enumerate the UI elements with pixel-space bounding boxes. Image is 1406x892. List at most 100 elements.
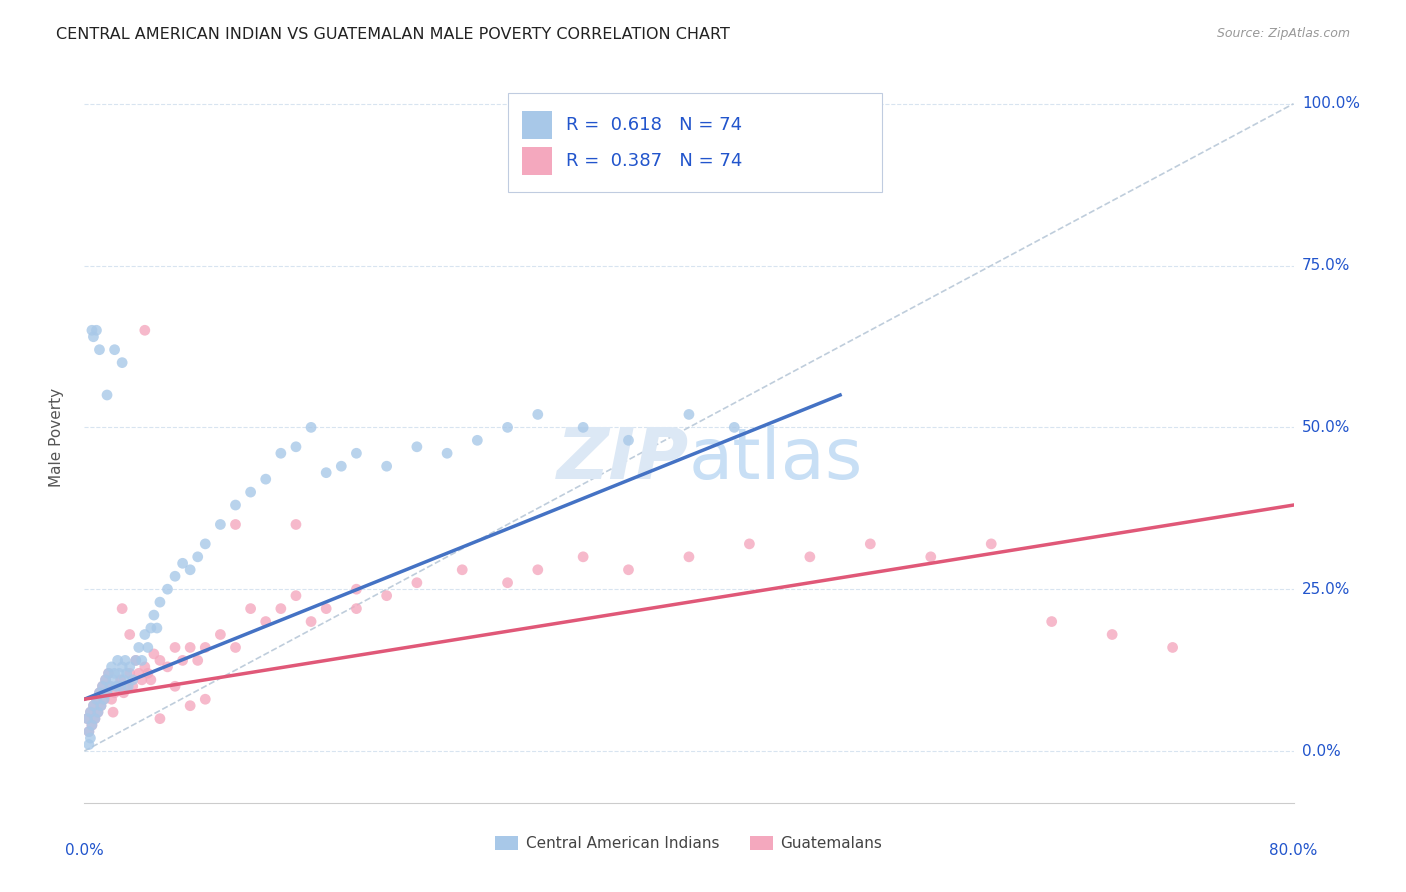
Point [436,446,458,460]
Text: 25.0%: 25.0% [1302,582,1350,597]
Point [118,666,141,681]
Point [82,698,104,713]
Point [96,388,118,402]
Point [467,434,489,448]
Point [131,653,153,667]
Point [194,537,217,551]
Point [142,647,165,661]
Point [179,698,201,713]
Point [194,640,217,655]
Point [375,459,398,474]
Point [149,653,172,667]
Point [723,420,745,434]
Point [270,446,292,460]
Point [194,692,217,706]
Point [131,673,153,687]
Point [572,549,595,564]
Point [527,408,550,422]
Point [121,673,143,687]
Point [105,679,128,693]
Point [94,673,117,687]
Point [239,601,262,615]
Point [108,666,131,681]
Point [149,712,172,726]
Point [146,621,169,635]
Point [96,686,118,700]
Point [100,660,122,674]
Point [179,640,201,655]
Point [134,627,156,641]
Point [1040,615,1063,629]
Point [225,498,247,512]
Point [90,698,112,713]
Point [79,731,101,745]
Point [330,459,353,474]
Point [451,563,474,577]
Point [375,589,398,603]
Point [125,653,148,667]
Point [315,601,337,615]
Point [346,582,368,597]
Point [1101,627,1123,641]
Point [920,549,942,564]
FancyBboxPatch shape [522,111,553,138]
Point [285,517,308,532]
Text: 75.0%: 75.0% [1302,258,1350,273]
Point [101,673,124,687]
Point [84,712,107,726]
Point [80,323,103,337]
Point [112,686,135,700]
Point [111,356,134,370]
Point [128,666,150,681]
FancyBboxPatch shape [522,147,553,175]
Point [799,549,821,564]
Point [87,705,110,719]
Point [315,466,337,480]
Point [139,673,162,687]
Point [93,692,115,706]
Point [254,615,277,629]
Point [617,434,640,448]
Point [738,537,761,551]
Point [110,679,132,693]
Point [270,601,292,615]
Point [678,549,700,564]
Text: 50.0%: 50.0% [1302,420,1350,435]
Point [79,705,101,719]
Point [104,343,127,357]
Point [299,615,322,629]
Point [104,666,127,681]
Point [100,692,122,706]
Text: 0.0%: 0.0% [65,843,104,858]
Point [97,666,120,681]
Text: R =  0.387   N = 74: R = 0.387 N = 74 [565,153,742,170]
Point [111,660,134,674]
Legend: Central American Indians, Guatemalans: Central American Indians, Guatemalans [489,830,889,857]
Point [115,679,138,693]
Point [156,582,179,597]
Point [406,440,429,454]
Point [346,601,368,615]
Point [114,653,136,667]
Point [165,679,187,693]
Point [187,549,209,564]
Point [225,517,247,532]
Point [121,679,143,693]
Point [80,718,103,732]
Point [94,673,117,687]
Point [172,653,194,667]
Point [97,666,120,681]
Point [239,485,262,500]
Point [1161,640,1184,655]
Point [179,563,201,577]
Point [112,673,135,687]
Text: CENTRAL AMERICAN INDIAN VS GUATEMALAN MALE POVERTY CORRELATION CHART: CENTRAL AMERICAN INDIAN VS GUATEMALAN MA… [56,27,730,42]
Point [134,660,156,674]
Point [79,705,101,719]
Point [110,673,132,687]
Point [86,692,108,706]
Point [572,420,595,434]
Point [125,653,148,667]
Point [496,575,519,590]
Point [172,557,194,571]
